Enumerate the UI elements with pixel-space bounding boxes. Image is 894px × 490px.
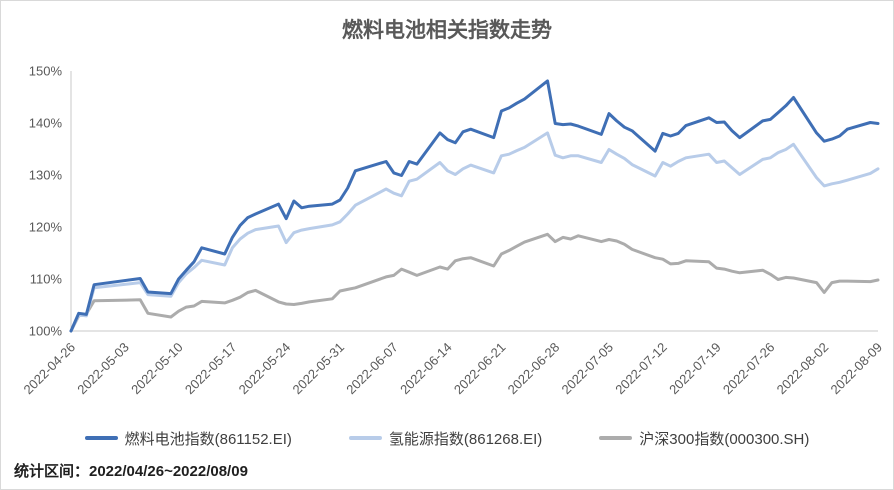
y-tick-label: 130% [29,168,63,183]
x-tick-label: 2022-05-03 [74,340,132,398]
chart-title: 燃料电池相关指数走势 [342,19,552,42]
legend-line-swatch [84,436,118,440]
x-tick-label: 2022-06-07 [343,340,401,398]
series-line-0 [69,79,880,333]
x-tick-label: 2022-07-19 [666,340,724,398]
legend-label: 燃料电池指数(861152.EI) [124,430,292,448]
y-tick-label: 100% [29,324,63,339]
legend-line-swatch [348,436,382,440]
x-tick-label: 2022-06-28 [505,340,563,398]
x-tick-label: 2022-08-02 [774,340,832,398]
x-tick-label: 2022-06-21 [451,340,509,398]
x-tick-label: 2022-06-14 [397,340,455,398]
legend-item: 燃料电池指数(861152.EI) [84,428,292,449]
x-tick-label: 2022-07-12 [612,340,670,398]
x-tick-label: 2022-04-26 [20,340,78,398]
x-tick-label: 2022-05-31 [289,340,347,398]
x-tick-label: 2022-05-10 [128,340,186,398]
x-tick-label: 2022-07-26 [720,340,778,398]
series-line-2 [69,232,880,333]
legend: 燃料电池指数(861152.EI) 氢能源指数(861268.EI) 沪深300指数… [1,428,893,448]
legend-item: 沪深300指数(000300.SH) [599,428,809,449]
x-tick-label: 2022-05-17 [182,340,240,398]
legend-label: 氢能源指数(861268.EI) [388,430,543,448]
plot-area: 100%110%120%130%140%150%2022-04-262022-0… [20,64,885,398]
y-tick-label: 110% [30,272,63,287]
x-tick-label: 2022-07-05 [558,340,616,398]
x-tick-label: 2022-08-09 [827,340,885,398]
y-tick-label: 120% [29,220,63,235]
series-line-1 [69,131,880,333]
stats-range-note: 统计区间：2022/04/26~2022/08/09 [14,463,248,480]
legend-line-swatch [599,436,633,440]
y-tick-label: 150% [29,64,63,79]
legend-label: 沪深300指数(000300.SH) [639,430,810,448]
y-tick-label: 140% [29,116,63,131]
x-tick-label: 2022-05-24 [236,340,294,398]
legend-item: 氢能源指数(861268.EI) [348,428,543,449]
